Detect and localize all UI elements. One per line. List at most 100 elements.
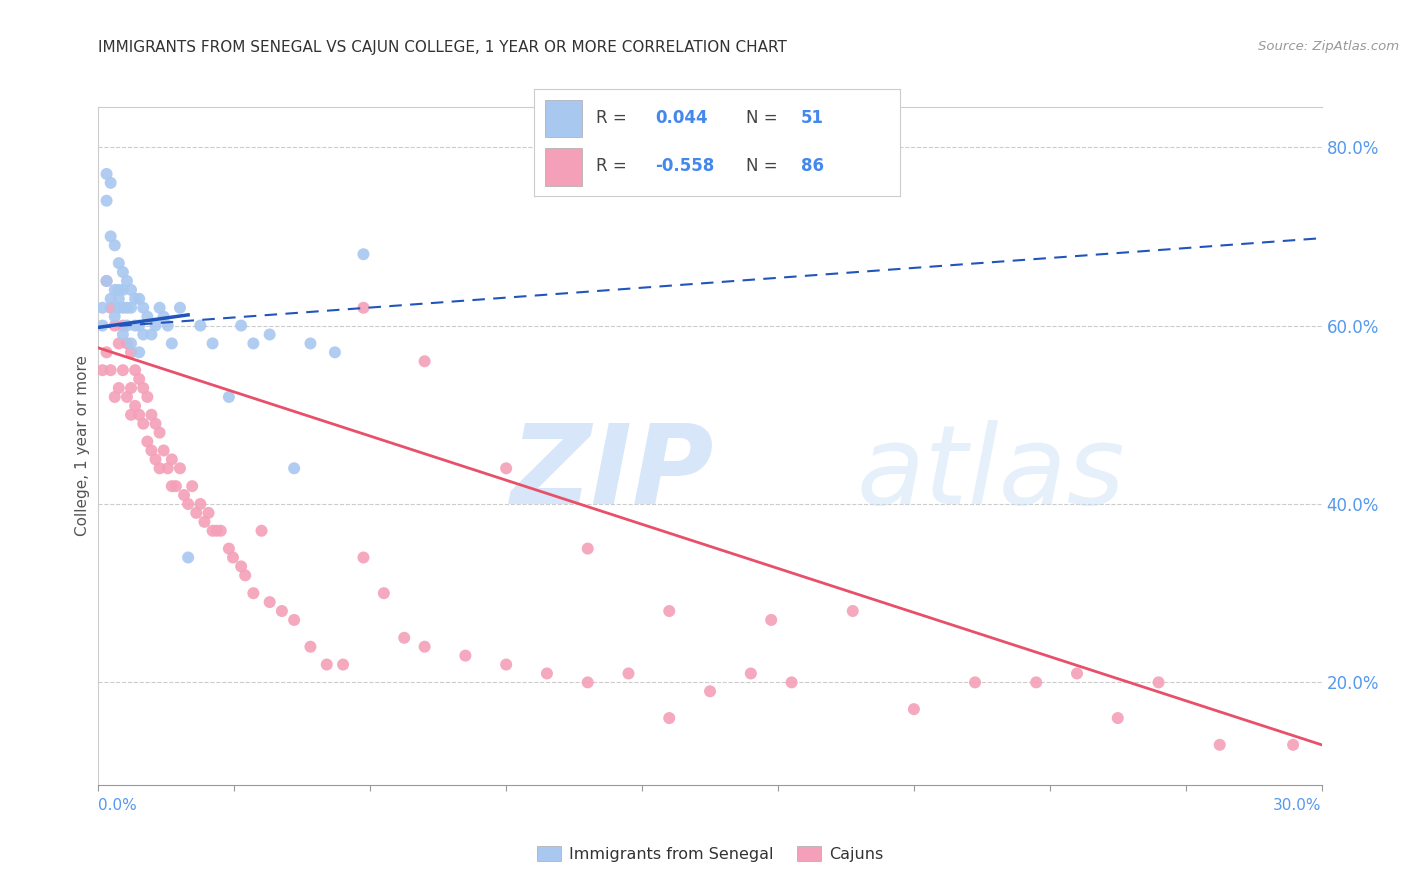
- Point: [149, 301, 172, 315]
- Point: [132, 381, 155, 395]
- Point: [104, 238, 127, 252]
- Point: [160, 479, 183, 493]
- Text: 0.044: 0.044: [655, 109, 707, 127]
- Point: [352, 550, 374, 565]
- Point: [250, 524, 273, 538]
- Text: 0.0%: 0.0%: [98, 798, 138, 814]
- Point: [165, 479, 187, 493]
- Point: [740, 666, 762, 681]
- Point: [152, 310, 174, 324]
- Point: [111, 283, 134, 297]
- Point: [495, 657, 517, 672]
- Point: [128, 345, 150, 359]
- Point: [1107, 711, 1129, 725]
- Point: [124, 363, 146, 377]
- Point: [100, 176, 122, 190]
- Point: [96, 194, 118, 208]
- Point: [120, 345, 142, 359]
- Point: [205, 524, 228, 538]
- Point: [536, 666, 558, 681]
- Point: [136, 390, 159, 404]
- FancyBboxPatch shape: [546, 148, 582, 186]
- Point: [104, 318, 127, 333]
- Point: [115, 301, 138, 315]
- Point: [222, 550, 245, 565]
- FancyBboxPatch shape: [546, 100, 582, 137]
- Point: [413, 640, 436, 654]
- Point: [283, 613, 305, 627]
- Text: R =: R =: [596, 109, 627, 127]
- Point: [141, 327, 163, 342]
- Point: [193, 515, 215, 529]
- Point: [1025, 675, 1047, 690]
- Point: [141, 408, 163, 422]
- Point: [128, 408, 150, 422]
- Point: [108, 292, 131, 306]
- Point: [242, 336, 264, 351]
- Point: [177, 497, 200, 511]
- Point: [233, 568, 256, 582]
- Point: [115, 336, 138, 351]
- Point: [259, 327, 281, 342]
- Point: [152, 443, 174, 458]
- Point: [104, 283, 127, 297]
- Text: 51: 51: [801, 109, 824, 127]
- Point: [495, 461, 517, 475]
- Point: [242, 586, 264, 600]
- Point: [658, 711, 681, 725]
- Point: [169, 301, 191, 315]
- Point: [576, 675, 599, 690]
- Point: [111, 327, 134, 342]
- Point: [96, 345, 118, 359]
- Point: [188, 318, 212, 333]
- Point: [132, 301, 155, 315]
- Point: [128, 292, 150, 306]
- Point: [91, 301, 114, 315]
- Point: [259, 595, 281, 609]
- Point: [169, 461, 191, 475]
- Point: [209, 524, 232, 538]
- Point: [145, 452, 167, 467]
- Point: [111, 363, 134, 377]
- Y-axis label: College, 1 year or more: College, 1 year or more: [75, 356, 90, 536]
- Point: [160, 336, 183, 351]
- Point: [145, 318, 167, 333]
- Point: [392, 631, 416, 645]
- Point: [454, 648, 477, 663]
- Point: [132, 327, 155, 342]
- Text: IMMIGRANTS FROM SENEGAL VS CAJUN COLLEGE, 1 YEAR OR MORE CORRELATION CHART: IMMIGRANTS FROM SENEGAL VS CAJUN COLLEGE…: [98, 40, 787, 55]
- Point: [413, 354, 436, 368]
- Point: [120, 408, 142, 422]
- Point: [145, 417, 167, 431]
- Point: [149, 461, 172, 475]
- Point: [699, 684, 721, 698]
- Point: [373, 586, 395, 600]
- Text: 30.0%: 30.0%: [1274, 798, 1322, 814]
- Point: [283, 461, 305, 475]
- Point: [120, 283, 142, 297]
- Point: [115, 318, 138, 333]
- Point: [231, 559, 253, 574]
- Point: [177, 550, 200, 565]
- Point: [96, 274, 118, 288]
- Point: [352, 247, 374, 261]
- Point: [100, 363, 122, 377]
- Point: [96, 167, 118, 181]
- Point: [188, 497, 212, 511]
- Point: [352, 301, 374, 315]
- Point: [617, 666, 640, 681]
- Point: [108, 256, 131, 270]
- Point: [160, 452, 183, 467]
- Text: atlas: atlas: [856, 419, 1125, 526]
- Point: [231, 318, 253, 333]
- Point: [965, 675, 987, 690]
- Point: [108, 381, 131, 395]
- Point: [104, 390, 127, 404]
- Point: [323, 345, 346, 359]
- Point: [173, 488, 195, 502]
- Point: [156, 318, 179, 333]
- Point: [111, 318, 134, 333]
- Point: [124, 399, 146, 413]
- Point: [1282, 738, 1305, 752]
- Point: [111, 265, 134, 279]
